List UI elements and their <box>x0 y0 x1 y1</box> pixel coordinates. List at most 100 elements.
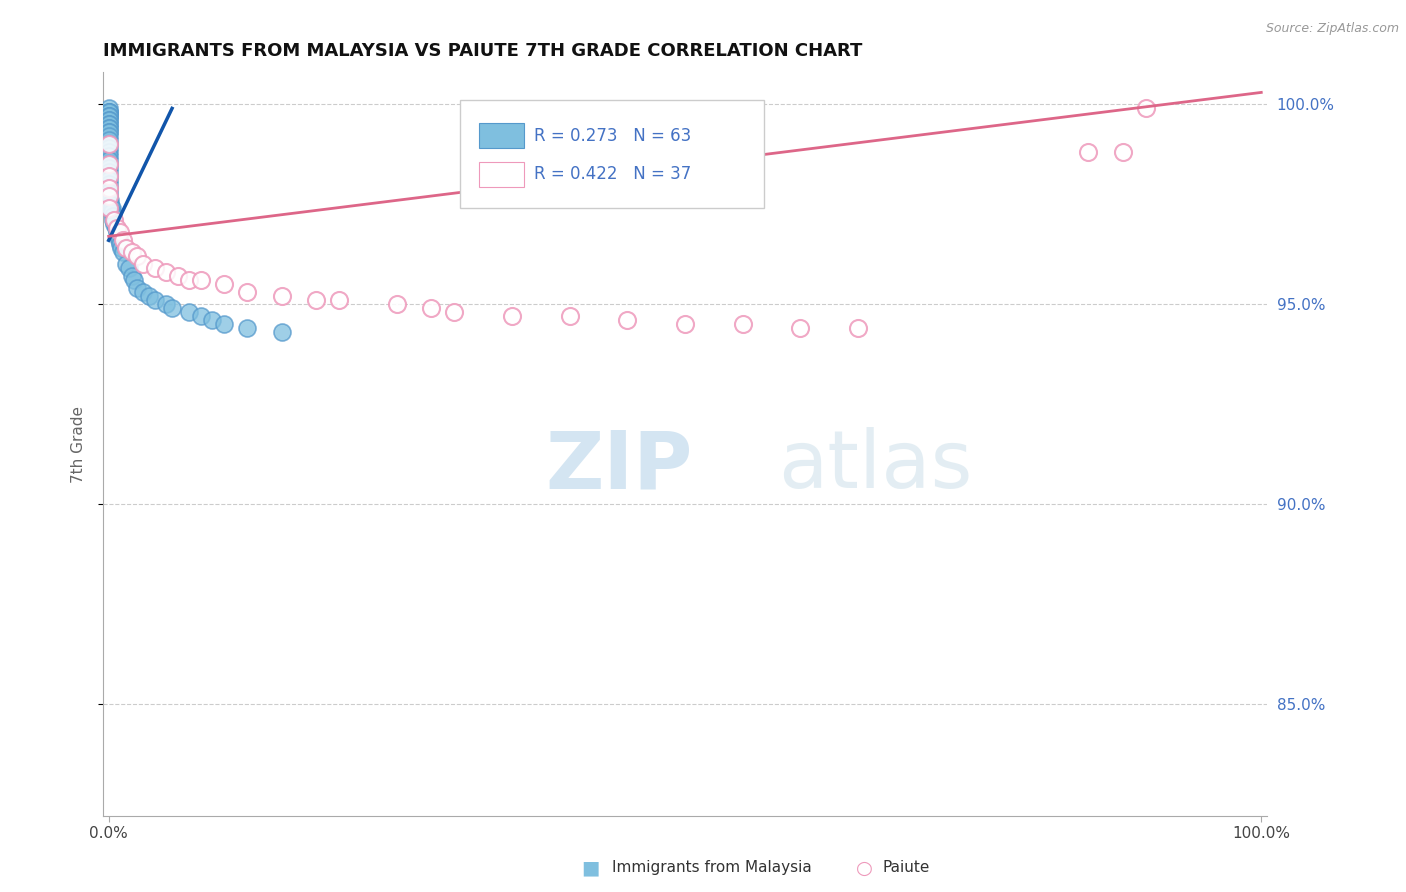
Point <box>97 105 120 120</box>
Point <box>105 225 128 239</box>
Point <box>97 145 120 160</box>
Point <box>115 241 138 255</box>
Point <box>305 293 328 308</box>
Point <box>97 117 120 131</box>
Point <box>103 210 125 224</box>
Text: ○: ○ <box>856 858 873 878</box>
Point <box>179 273 201 287</box>
Point <box>97 109 120 123</box>
Point <box>97 141 120 155</box>
Point <box>121 269 143 284</box>
Point <box>101 202 124 216</box>
Point <box>97 113 120 128</box>
Point <box>98 194 121 208</box>
Text: IMMIGRANTS FROM MALAYSIA VS PAIUTE 7TH GRADE CORRELATION CHART: IMMIGRANTS FROM MALAYSIA VS PAIUTE 7TH G… <box>103 42 862 60</box>
Point <box>105 221 128 235</box>
Text: ZIP: ZIP <box>546 427 693 506</box>
Point <box>110 241 132 255</box>
FancyBboxPatch shape <box>479 123 524 148</box>
Point <box>115 257 138 271</box>
Point <box>846 321 869 335</box>
Point <box>97 117 120 131</box>
Point <box>501 310 523 324</box>
Point <box>97 189 120 203</box>
Point <box>127 249 149 263</box>
Point <box>108 233 131 247</box>
Point <box>103 213 125 227</box>
Point <box>1112 145 1135 160</box>
Point <box>97 105 120 120</box>
Point <box>673 318 696 332</box>
Point <box>138 289 160 303</box>
Point <box>111 233 134 247</box>
Point <box>97 125 120 139</box>
Point <box>385 297 408 311</box>
Point <box>97 113 120 128</box>
Point <box>97 202 120 216</box>
Point <box>97 181 120 195</box>
Point <box>97 169 120 184</box>
Point <box>97 189 120 203</box>
Point <box>103 213 125 227</box>
Point <box>108 237 131 252</box>
Text: R = 0.273   N = 63: R = 0.273 N = 63 <box>534 127 690 145</box>
Point <box>420 301 443 316</box>
Text: ■: ■ <box>581 858 600 878</box>
Point <box>212 277 235 292</box>
Point <box>212 318 235 332</box>
Point <box>132 285 155 300</box>
Point <box>108 225 131 239</box>
Point <box>789 321 811 335</box>
Point <box>190 273 212 287</box>
Point <box>97 178 120 192</box>
Text: atlas: atlas <box>778 427 973 506</box>
Point <box>179 305 201 319</box>
Point <box>103 217 125 231</box>
Point <box>97 129 120 144</box>
Point <box>97 105 120 120</box>
Point <box>97 169 120 184</box>
Point <box>97 157 120 171</box>
Point <box>97 109 120 123</box>
Point <box>270 289 292 303</box>
Point <box>558 310 581 324</box>
Point <box>107 229 129 244</box>
Point <box>97 161 120 176</box>
Point <box>97 102 120 116</box>
Point <box>616 313 638 327</box>
Point <box>166 269 188 284</box>
Point <box>97 109 120 123</box>
Point <box>100 202 122 216</box>
Point <box>127 281 149 295</box>
Text: Immigrants from Malaysia: Immigrants from Malaysia <box>612 861 811 875</box>
Text: Paiute: Paiute <box>883 861 931 875</box>
Point <box>1135 102 1157 116</box>
Point <box>104 221 127 235</box>
Point <box>101 205 124 219</box>
FancyBboxPatch shape <box>460 100 763 209</box>
Point <box>1077 145 1099 160</box>
Point <box>97 121 120 136</box>
Point <box>97 173 120 187</box>
Point <box>97 186 120 200</box>
Point <box>155 297 177 311</box>
Point <box>270 325 292 339</box>
Text: Source: ZipAtlas.com: Source: ZipAtlas.com <box>1265 22 1399 36</box>
Point <box>122 273 145 287</box>
Point <box>143 261 166 276</box>
FancyBboxPatch shape <box>479 161 524 187</box>
Point <box>97 181 120 195</box>
Point <box>201 313 224 327</box>
Point <box>731 318 754 332</box>
Point <box>97 137 120 152</box>
Point <box>160 301 183 316</box>
Point <box>97 153 120 168</box>
Point <box>111 245 134 260</box>
Point <box>97 149 120 163</box>
Point <box>190 310 212 324</box>
Point <box>155 265 177 279</box>
Point <box>97 105 120 120</box>
Point <box>98 197 121 211</box>
Point <box>443 305 465 319</box>
Point <box>143 293 166 308</box>
